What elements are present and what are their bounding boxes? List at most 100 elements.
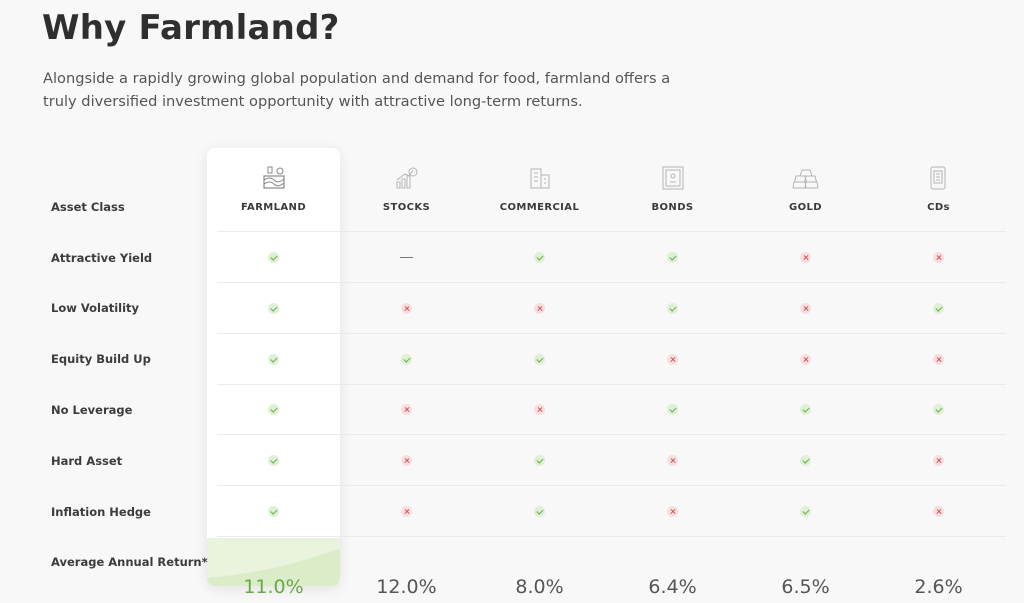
table-cell [340,232,473,283]
table-cell [739,435,872,486]
table-cell [872,334,1005,385]
table-row: Equity Build Up [42,334,1006,385]
table-cell [739,334,872,385]
average-return-row: Average Annual Return* 11.0% 12.0% 8.0% 6.4… [42,537,1006,598]
cross-icon [667,506,678,517]
cross-icon [401,455,412,467]
row-divider [217,332,1006,334]
check-icon [800,404,811,416]
cross-icon [667,455,678,467]
table-cell [207,232,340,283]
check-icon [534,353,545,365]
table-cell [207,435,340,486]
check-icon [268,353,279,365]
row-divider [217,231,1006,232]
column-header-farmland: FARMLAND [240,202,307,213]
cross-icon [800,353,811,365]
cross-icon [401,302,412,314]
check-icon [401,353,412,365]
return-value: 11.0% [243,576,304,598]
table-cell [606,384,739,435]
table-row: Hard Asset [42,435,1006,487]
dash-icon [400,256,413,259]
cross-icon [933,353,944,365]
table-cell [606,435,739,486]
row-label: No Leverage [51,402,133,417]
cross-icon [534,404,545,416]
cross-icon [401,506,412,517]
row-divider [217,536,1006,537]
check-icon [667,302,678,314]
page-subtitle: Alongside a rapidly growing global popul… [43,70,671,110]
check-icon [268,455,279,467]
cross-icon [667,353,678,365]
table-cell [207,334,340,385]
average-return-label: Average Annual Return* [51,555,208,569]
row-label: Attractive Yield [51,250,153,265]
row-divider [217,383,1006,385]
cross-icon [933,455,944,467]
check-icon [268,506,279,517]
table-cell [473,486,606,537]
return-cell: 2.6% [872,562,1005,603]
check-icon [268,404,279,416]
table-cell [606,232,739,283]
row-divider [217,434,1006,436]
page-title: Why Farmland? [42,8,340,48]
bonds-icon [606,164,739,192]
check-icon [667,252,678,263]
return-value: 6.4% [648,576,697,598]
row-label: Low Volatility [51,301,140,316]
table-cell [739,232,872,283]
cross-icon [800,302,811,314]
table-cell [872,283,1005,334]
table-cell [473,384,606,435]
table-row: Low Volatility [42,283,1006,334]
table-cell [473,232,606,283]
table-cell [340,486,473,537]
table-cell [340,283,473,334]
table-cell [872,486,1005,537]
table-row: No Leverage [42,384,1006,436]
comparison-table: Asset Class FARMLAND STOCKS COMMERCIAL BOND… [42,0,1006,603]
return-cell: 6.5% [739,562,872,603]
check-icon [667,404,678,416]
cross-icon [534,302,545,314]
cross-icon [401,404,412,416]
table-row: Inflation Hedge [42,486,1006,537]
table-cell [739,384,872,435]
return-value: 8.0% [515,576,564,598]
gold-bars-icon [739,164,872,192]
column-header-stocks: STOCKS [382,202,431,213]
check-icon [933,404,944,416]
check-icon [534,506,545,517]
check-icon [268,302,279,314]
check-icon [534,252,545,263]
return-cell: 11.0% [207,562,340,603]
table-row: Attractive Yield [42,232,1006,283]
table-cell [739,486,872,537]
table-cell [872,435,1005,486]
table-cell [340,384,473,435]
commercial-building-icon [473,164,606,192]
row-label: Hard Asset [51,453,123,468]
row-divider [217,282,1006,283]
asset-class-label: Asset Class [51,200,125,214]
table-cell [473,283,606,334]
return-value: 12.0% [376,576,437,598]
table-cell [606,334,739,385]
table-cell [606,486,739,537]
cross-icon [933,506,944,517]
row-divider [217,485,1006,487]
farmland-highlight-card [207,148,340,586]
stocks-icon [340,164,473,192]
table-cell [473,435,606,486]
return-value: 2.6% [914,576,963,598]
check-icon [800,506,811,517]
check-icon [933,302,944,314]
check-icon [268,252,279,263]
table-cell [340,435,473,486]
table-cell [606,283,739,334]
column-header-gold: GOLD [789,202,822,213]
check-icon [800,455,811,467]
